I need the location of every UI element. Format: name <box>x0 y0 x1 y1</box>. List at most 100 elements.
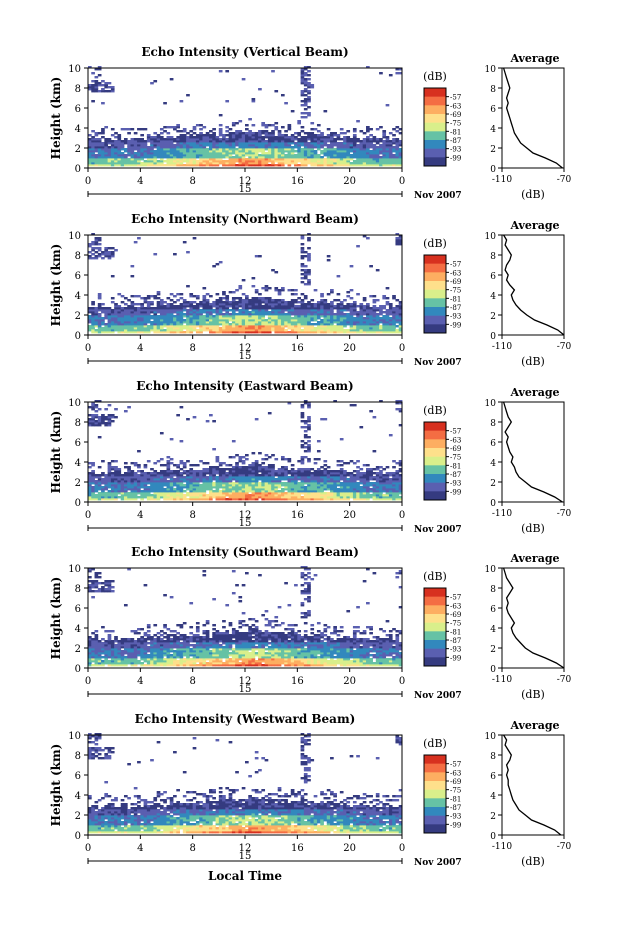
heatmap-cell <box>352 154 357 157</box>
heatmap-cell <box>212 160 216 163</box>
heatmap-cell <box>297 321 302 324</box>
heatmap-cell <box>366 492 370 495</box>
heatmap-cell <box>120 142 125 145</box>
heatmap-cell <box>261 474 266 477</box>
heatmap-cell <box>215 152 220 155</box>
heatmap-cell <box>385 321 390 324</box>
heatmap-cell <box>104 331 109 334</box>
heatmap-cell <box>395 164 400 167</box>
heatmap-cell <box>199 496 203 499</box>
heatmap-cell <box>97 154 102 157</box>
heatmap-cell <box>110 142 115 145</box>
heatmap-cell <box>150 311 154 314</box>
heatmap-cell <box>362 235 367 238</box>
heatmap-cell <box>169 488 174 491</box>
heatmap-cell <box>375 496 380 499</box>
heatmap-cell <box>179 327 184 330</box>
heatmap-cell <box>153 295 158 298</box>
heatmap-cell <box>261 307 266 310</box>
heatmap-cell <box>388 162 393 165</box>
heatmap-cell <box>123 478 128 481</box>
heatmap-cell <box>97 160 102 163</box>
avg-y-tick-label: 6 <box>490 105 496 115</box>
heatmap-cell <box>169 160 174 163</box>
heatmap-cell <box>349 404 354 407</box>
heatmap-cell <box>264 488 269 491</box>
heatmap-cell <box>303 146 308 149</box>
heatmap-cell <box>205 323 210 326</box>
heatmap-cell <box>235 464 239 467</box>
heatmap-cell <box>110 496 115 499</box>
heatmap-cell <box>330 303 334 306</box>
heatmap-cell <box>212 164 216 167</box>
heatmap-cell <box>199 325 203 328</box>
heatmap-cell <box>163 476 167 479</box>
heatmap-cell <box>303 426 308 429</box>
heatmap-cell <box>369 482 373 485</box>
heatmap-cell <box>398 150 403 153</box>
heatmap-cell <box>251 478 256 481</box>
heatmap-cell <box>235 303 239 306</box>
heatmap-cell <box>114 408 118 411</box>
heatmap-cell <box>169 490 174 493</box>
avg-frame <box>501 234 565 336</box>
heatmap-cell <box>346 472 351 475</box>
heatmap-cell <box>336 472 341 475</box>
heatmap-cell <box>235 144 239 147</box>
heatmap-cell <box>310 331 315 334</box>
heatmap-cell <box>195 317 200 320</box>
heatmap-cell <box>251 486 256 489</box>
heatmap-cell <box>300 416 305 419</box>
heatmap-cell <box>228 327 233 330</box>
heatmap-cell <box>359 160 364 163</box>
heatmap-cell <box>300 462 305 465</box>
heatmap-cell <box>280 140 285 143</box>
heatmap-cell <box>117 492 122 495</box>
heatmap-cell <box>303 277 308 280</box>
heatmap-cell <box>316 144 321 147</box>
heatmap-cell <box>143 299 148 302</box>
heatmap-cell <box>94 317 99 320</box>
heatmap-cell <box>97 329 102 332</box>
heatmap-cell <box>385 136 390 139</box>
heatmap-cell <box>339 128 344 131</box>
heatmap-cell <box>343 490 347 493</box>
heatmap-cell <box>94 148 99 151</box>
heatmap-cell <box>251 301 256 304</box>
heatmap-cell <box>153 494 158 497</box>
heatmap-cell <box>153 297 158 300</box>
heatmap-cell <box>120 488 125 491</box>
heatmap-cell <box>202 150 207 153</box>
heatmap-cell <box>290 494 295 497</box>
heatmap-cell <box>150 468 154 471</box>
heatmap-cell <box>372 482 377 485</box>
heatmap-cell <box>212 301 216 304</box>
heatmap-cell <box>392 164 396 167</box>
heatmap-cell <box>101 257 105 260</box>
heatmap-cell <box>97 66 102 69</box>
heatmap-cell <box>235 496 239 499</box>
heatmap-cell <box>313 315 318 318</box>
heatmap-cell <box>323 144 328 147</box>
heatmap-cell <box>372 160 377 163</box>
heatmap-cell <box>235 323 239 326</box>
heatmap-cell <box>133 474 138 477</box>
heatmap-cell <box>320 323 324 326</box>
heatmap-cell <box>241 470 246 473</box>
heatmap-cell <box>153 486 158 489</box>
heatmap-cell <box>133 156 138 159</box>
heatmap-cell <box>169 146 174 149</box>
heatmap-cell <box>238 472 243 475</box>
heatmap-cell <box>241 279 246 282</box>
heatmap-cell <box>231 486 236 489</box>
heatmap-cell <box>359 327 364 330</box>
heatmap-cell <box>192 132 197 135</box>
heatmap-cell <box>202 295 207 298</box>
heatmap-cell <box>205 498 210 501</box>
heatmap-cell <box>346 164 351 167</box>
heatmap-cell <box>127 148 131 151</box>
heatmap-cell <box>166 144 171 147</box>
heatmap-cell <box>303 154 308 157</box>
heatmap-cell <box>316 136 321 139</box>
heatmap-cell <box>300 104 305 107</box>
